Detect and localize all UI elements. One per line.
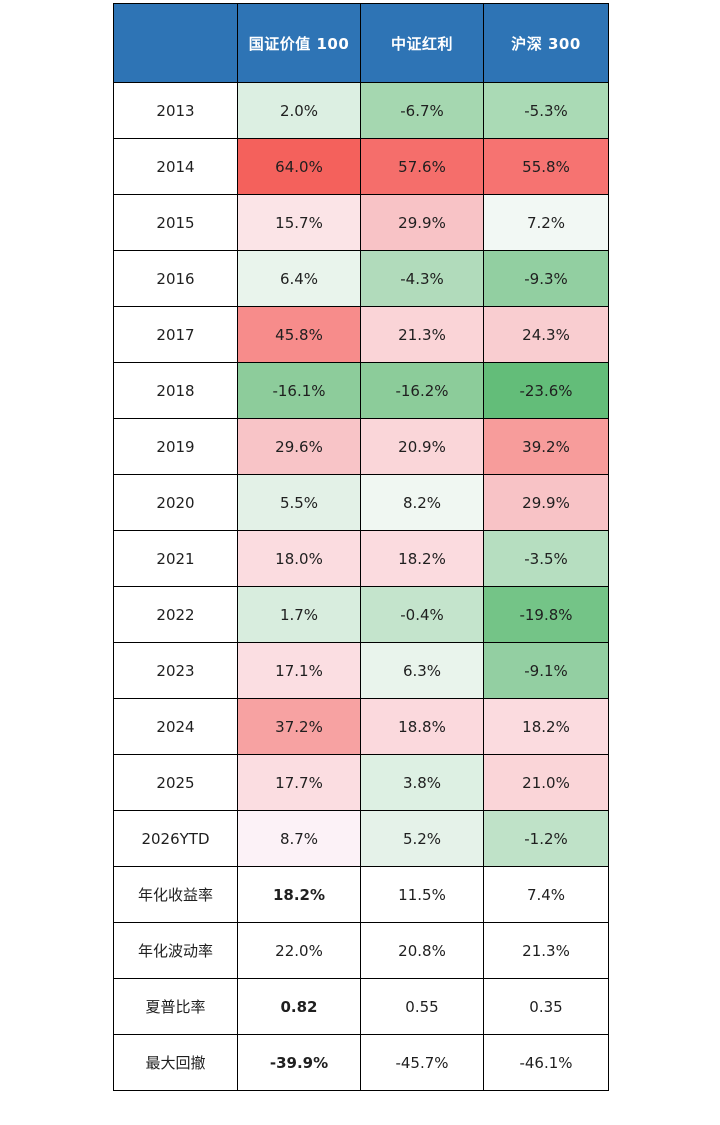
table-row: 2021 18.0% 18.2% -3.5% xyxy=(113,530,609,587)
value-cell: -5.3% xyxy=(483,82,609,139)
value-cell: 24.3% xyxy=(483,306,609,363)
value-cell: 15.7% xyxy=(237,194,361,251)
value-cell: 29.9% xyxy=(483,474,609,531)
row-label: 2025 xyxy=(113,754,238,811)
table-row: 2016 6.4% -4.3% -9.3% xyxy=(113,250,609,307)
table-row: 2015 15.7% 29.9% 7.2% xyxy=(113,194,609,251)
table-row: 2024 37.2% 18.8% 18.2% xyxy=(113,698,609,755)
table-row: 2025 17.7% 3.8% 21.0% xyxy=(113,754,609,811)
value-cell: 45.8% xyxy=(237,306,361,363)
value-cell: -19.8% xyxy=(483,586,609,643)
row-label: 2016 xyxy=(113,250,238,307)
row-label: 2024 xyxy=(113,698,238,755)
value-cell: 7.2% xyxy=(483,194,609,251)
value-cell: -0.4% xyxy=(360,586,484,643)
row-label: 最大回撤 xyxy=(113,1034,238,1091)
value-cell: 55.8% xyxy=(483,138,609,195)
row-label: 2023 xyxy=(113,642,238,699)
row-label: 2026YTD xyxy=(113,810,238,867)
value-cell: -9.1% xyxy=(483,642,609,699)
table-row: 2023 17.1% 6.3% -9.1% xyxy=(113,642,609,699)
value-cell: 18.0% xyxy=(237,530,361,587)
table-row: 夏普比率 0.82 0.55 0.35 xyxy=(113,978,609,1035)
value-cell: 21.0% xyxy=(483,754,609,811)
table-body: 2013 2.0% -6.7% -5.3% 2014 64.0% 57.6% 55.8% 201… xyxy=(113,82,609,1091)
row-label: 2015 xyxy=(113,194,238,251)
row-label: 年化收益率 xyxy=(113,866,238,923)
value-cell: -23.6% xyxy=(483,362,609,419)
row-label: 2014 xyxy=(113,138,238,195)
header-row: 国证价值 100 中证红利 沪深 300 xyxy=(113,3,609,83)
value-cell: 11.5% xyxy=(360,866,484,923)
value-cell: 0.82 xyxy=(237,978,361,1035)
header-cell-hs300: 沪深 300 xyxy=(483,3,609,83)
value-cell: -4.3% xyxy=(360,250,484,307)
row-label: 夏普比率 xyxy=(113,978,238,1035)
table-row: 2017 45.8% 21.3% 24.3% xyxy=(113,306,609,363)
value-cell: -3.5% xyxy=(483,530,609,587)
value-cell: 29.9% xyxy=(360,194,484,251)
table-row: 2018 -16.1% -16.2% -23.6% xyxy=(113,362,609,419)
value-cell: 39.2% xyxy=(483,418,609,475)
value-cell: -16.1% xyxy=(237,362,361,419)
value-cell: 2.0% xyxy=(237,82,361,139)
value-cell: 3.8% xyxy=(360,754,484,811)
value-cell: 18.8% xyxy=(360,698,484,755)
value-cell: 17.1% xyxy=(237,642,361,699)
value-cell: 18.2% xyxy=(483,698,609,755)
value-cell: 0.35 xyxy=(483,978,609,1035)
header-cell-gz-value-100: 国证价值 100 xyxy=(237,3,361,83)
row-label: 2022 xyxy=(113,586,238,643)
table-row: 2022 1.7% -0.4% -19.8% xyxy=(113,586,609,643)
value-cell: 20.9% xyxy=(360,418,484,475)
value-cell: -1.2% xyxy=(483,810,609,867)
value-cell: -39.9% xyxy=(237,1034,361,1091)
table-row: 2013 2.0% -6.7% -5.3% xyxy=(113,82,609,139)
table-row: 2019 29.6% 20.9% 39.2% xyxy=(113,418,609,475)
value-cell: -16.2% xyxy=(360,362,484,419)
table-header: 国证价值 100 中证红利 沪深 300 xyxy=(113,3,609,83)
row-label: 2019 xyxy=(113,418,238,475)
row-label: 2013 xyxy=(113,82,238,139)
value-cell: 0.55 xyxy=(360,978,484,1035)
header-cell-blank xyxy=(113,3,238,83)
table-row: 最大回撤 -39.9% -45.7% -46.1% xyxy=(113,1034,609,1091)
table-row: 2020 5.5% 8.2% 29.9% xyxy=(113,474,609,531)
header-cell-zz-dividend: 中证红利 xyxy=(360,3,484,83)
value-cell: -6.7% xyxy=(360,82,484,139)
value-cell: 6.3% xyxy=(360,642,484,699)
value-cell: 18.2% xyxy=(360,530,484,587)
table-row: 年化波动率 22.0% 20.8% 21.3% xyxy=(113,922,609,979)
row-label: 2020 xyxy=(113,474,238,531)
value-cell: -46.1% xyxy=(483,1034,609,1091)
row-label: 2018 xyxy=(113,362,238,419)
value-cell: 20.8% xyxy=(360,922,484,979)
table-row: 2026YTD 8.7% 5.2% -1.2% xyxy=(113,810,609,867)
value-cell: 21.3% xyxy=(483,922,609,979)
value-cell: 29.6% xyxy=(237,418,361,475)
value-cell: 17.7% xyxy=(237,754,361,811)
value-cell: 8.2% xyxy=(360,474,484,531)
value-cell: 18.2% xyxy=(237,866,361,923)
value-cell: 7.4% xyxy=(483,866,609,923)
value-cell: 37.2% xyxy=(237,698,361,755)
value-cell: 8.7% xyxy=(237,810,361,867)
value-cell: -45.7% xyxy=(360,1034,484,1091)
row-label: 年化波动率 xyxy=(113,922,238,979)
table-row: 2014 64.0% 57.6% 55.8% xyxy=(113,138,609,195)
performance-table: 国证价值 100 中证红利 沪深 300 2013 2.0% -6.7% -5.3% 2… xyxy=(113,3,609,1091)
value-cell: 21.3% xyxy=(360,306,484,363)
row-label: 2017 xyxy=(113,306,238,363)
value-cell: 5.2% xyxy=(360,810,484,867)
value-cell: 6.4% xyxy=(237,250,361,307)
value-cell: 5.5% xyxy=(237,474,361,531)
value-cell: 1.7% xyxy=(237,586,361,643)
value-cell: -9.3% xyxy=(483,250,609,307)
value-cell: 64.0% xyxy=(237,138,361,195)
value-cell: 22.0% xyxy=(237,922,361,979)
value-cell: 57.6% xyxy=(360,138,484,195)
row-label: 2021 xyxy=(113,530,238,587)
table-row: 年化收益率 18.2% 11.5% 7.4% xyxy=(113,866,609,923)
